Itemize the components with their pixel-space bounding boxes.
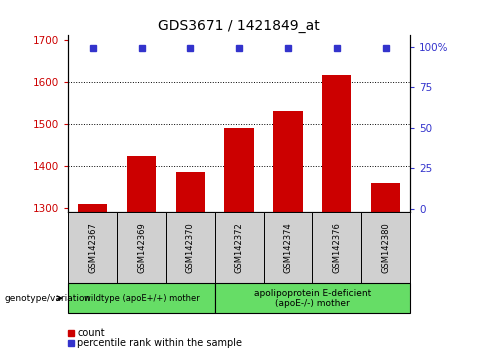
Text: GSM142369: GSM142369 [137,222,146,273]
Text: genotype/variation: genotype/variation [5,294,91,303]
Bar [176,172,205,212]
Text: GSM142380: GSM142380 [381,222,390,273]
Text: GSM142367: GSM142367 [88,222,97,273]
Bar [264,212,312,283]
Bar [322,75,351,212]
Bar [215,212,264,283]
Bar [166,212,215,283]
Bar [78,204,107,212]
Bar [215,283,410,313]
Bar [68,212,117,283]
Bar [312,212,361,283]
Bar [273,111,303,212]
Text: GSM142376: GSM142376 [332,222,341,273]
Bar [117,212,166,283]
Bar [361,212,410,283]
Text: GSM142374: GSM142374 [284,222,292,273]
Bar [68,283,215,313]
Bar [224,128,254,212]
Bar [371,183,400,212]
Text: GSM142372: GSM142372 [235,222,244,273]
Title: GDS3671 / 1421849_at: GDS3671 / 1421849_at [158,19,320,33]
Text: count: count [77,328,105,338]
Text: wildtype (apoE+/+) mother: wildtype (apoE+/+) mother [83,294,200,303]
Text: percentile rank within the sample: percentile rank within the sample [77,338,242,348]
Bar [127,155,156,212]
Text: apolipoprotein E-deficient
(apoE-/-) mother: apolipoprotein E-deficient (apoE-/-) mot… [254,289,371,308]
Text: GSM142370: GSM142370 [186,222,195,273]
